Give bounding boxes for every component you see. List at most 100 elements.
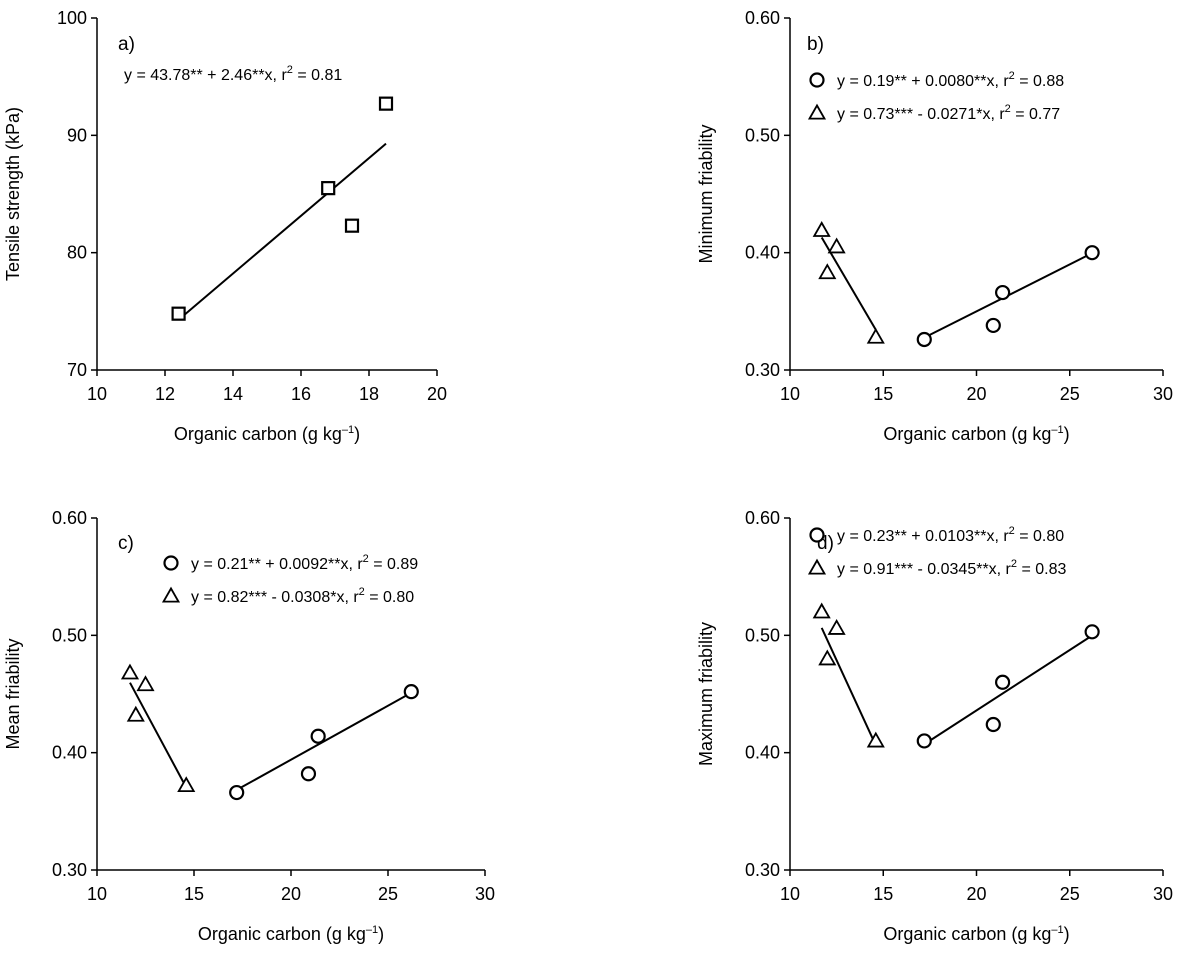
legend-marker-triangle	[807, 558, 827, 575]
y-tick-label: 0.60	[745, 508, 780, 528]
legend-marker-triangle	[161, 586, 181, 603]
x-axis-title: Organic carbon (g kg–1)	[883, 424, 1069, 444]
panel-2: 0.30 0.40 0.50 0.60 10 15 20 25 30 Organic carbon…	[696, 8, 1173, 444]
x-tick-label: 30	[1153, 884, 1173, 904]
x-tick-label: 30	[1153, 384, 1173, 404]
x-tick-label: 30	[475, 884, 495, 904]
y-tick-label: 80	[67, 243, 87, 263]
y-tick-label: 0.40	[745, 243, 780, 263]
x-tick-label: 25	[378, 884, 398, 904]
fit-line	[177, 142, 387, 321]
data-point-triangle	[818, 263, 837, 280]
y-tick-label: 0.30	[745, 860, 780, 880]
x-tick-label: 10	[87, 884, 107, 904]
y-tick-label: 100	[57, 8, 87, 28]
y-tick-label: 0.60	[745, 8, 780, 28]
x-axis-title: Organic carbon (g kg–1)	[174, 424, 360, 444]
data-point-square	[378, 96, 394, 111]
data-point-triangle	[177, 776, 196, 793]
data-point-triangle	[126, 705, 145, 722]
x-tick-label: 10	[780, 384, 800, 404]
panel-letter: c)	[118, 533, 134, 554]
x-tick-label: 12	[155, 384, 175, 404]
data-point-square	[171, 306, 186, 321]
x-axis-title: Organic carbon (g kg–1)	[198, 924, 384, 944]
data-point-circle	[300, 766, 317, 782]
data-point-circle	[985, 716, 1001, 733]
x-tick-label: 20	[966, 384, 986, 404]
panel-4: 0.30 0.40 0.50 0.60 10 15 20 25 30 Organic carbon…	[696, 508, 1173, 944]
data-point-circle	[916, 331, 932, 348]
x-tick-label: 15	[873, 384, 893, 404]
x-axis-title: Organic carbon (g kg–1)	[883, 924, 1069, 944]
data-point-triangle	[120, 663, 140, 680]
data-point-circle	[1084, 245, 1100, 261]
regression-equation: y = 0.19** + 0.0080**x, r2 = 0.88	[837, 70, 1064, 90]
x-tick-label: 20	[427, 384, 447, 404]
data-point-circle	[916, 733, 932, 749]
fit-line	[129, 682, 188, 788]
x-tick-label: 15	[184, 884, 204, 904]
x-tick-label: 16	[291, 384, 311, 404]
panel-letter: a)	[118, 34, 135, 55]
y-tick-label: 0.30	[52, 860, 87, 880]
data-point-circle	[229, 784, 245, 801]
y-tick-label: 90	[67, 125, 87, 145]
y-tick-label: 0.40	[52, 743, 87, 763]
data-point-triangle	[866, 731, 885, 748]
data-point-circle	[985, 317, 1001, 334]
data-point-circle	[1084, 624, 1100, 640]
regression-equation: y = 0.91*** - 0.0345**x, r2 = 0.83	[837, 558, 1066, 578]
data-point-triangle	[136, 675, 155, 692]
data-point-triangle	[866, 327, 885, 344]
fit-line	[923, 634, 1093, 746]
data-point-triangle	[812, 221, 831, 237]
data-point-triangle	[818, 649, 837, 666]
legend-marker-triangle	[807, 103, 827, 120]
y-axis-title: Maximum friability	[696, 622, 716, 766]
data-point-circle	[310, 728, 326, 744]
data-point-square	[344, 218, 360, 233]
y-tick-label: 0.50	[745, 625, 780, 645]
regression-equation: y = 43.78** + 2.46**x, r2 = 0.81	[124, 64, 342, 84]
y-tick-label: 0.40	[745, 743, 780, 763]
data-point-circle	[995, 674, 1011, 690]
data-point-circle	[403, 684, 419, 700]
x-tick-label: 18	[359, 384, 379, 404]
regression-equation: y = 0.73*** - 0.0271*x, r2 = 0.77	[837, 103, 1060, 123]
regression-equation: y = 0.82*** - 0.0308*x, r2 = 0.80	[191, 586, 414, 606]
y-axis-title: Mean friability	[3, 638, 23, 749]
x-tick-label: 15	[873, 884, 893, 904]
y-tick-label: 0.50	[52, 625, 87, 645]
x-tick-label: 20	[281, 884, 301, 904]
data-point-triangle	[827, 237, 846, 254]
regression-equation: y = 0.23** + 0.0103**x, r2 = 0.80	[837, 525, 1064, 545]
panel-3: 0.30 0.40 0.50 0.60 10 15 20 25 30 Organic carbon…	[3, 508, 495, 944]
regression-equation: y = 0.21** + 0.0092**x, r2 = 0.89	[191, 553, 418, 573]
x-tick-label: 10	[780, 884, 800, 904]
x-tick-label: 25	[1060, 884, 1080, 904]
fit-line	[820, 627, 877, 746]
fit-line	[236, 691, 412, 791]
data-point-triangle	[812, 602, 831, 619]
panel-letter: b)	[807, 34, 824, 55]
y-tick-label: 0.30	[745, 360, 780, 380]
y-tick-label: 70	[67, 360, 87, 380]
legend-marker-circle	[809, 72, 825, 88]
y-tick-label: 0.50	[745, 125, 780, 145]
panel-1: 70 80 90 100 10 12 14 16 18 20 Organic carbon (g k…	[3, 8, 447, 444]
y-tick-label: 0.60	[52, 508, 87, 528]
x-tick-label: 14	[223, 384, 243, 404]
data-point-triangle	[827, 618, 846, 635]
y-axis-title: Tensile strength (kPa)	[3, 107, 23, 281]
x-tick-label: 25	[1060, 384, 1080, 404]
data-point-square	[321, 181, 336, 196]
data-point-circle	[995, 284, 1011, 301]
y-axis-title: Minimum friability	[696, 124, 716, 263]
legend-marker-circle	[809, 527, 825, 543]
legend-marker-circle	[163, 555, 179, 571]
x-tick-label: 10	[87, 384, 107, 404]
x-tick-label: 20	[966, 884, 986, 904]
